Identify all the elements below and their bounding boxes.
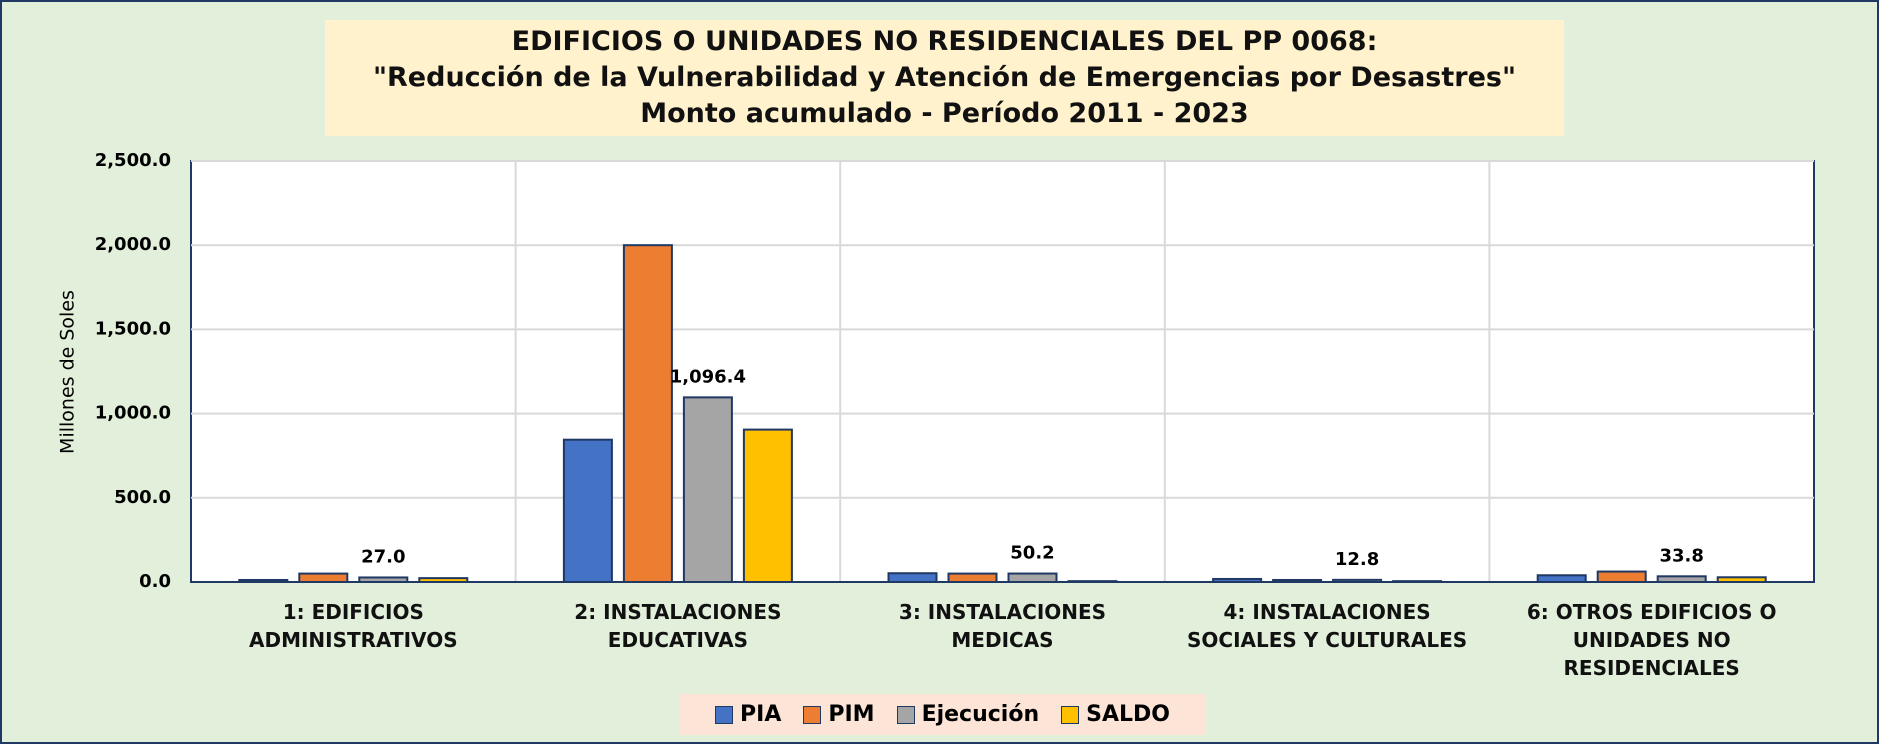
x-tick-label: 3: INSTALACIONES MEDICAS	[898, 600, 1107, 652]
data-label: 33.8	[1659, 545, 1703, 566]
y-tick-label: 1,000.0	[95, 403, 171, 424]
data-label: 12.8	[1335, 549, 1379, 570]
bar	[1596, 570, 1647, 584]
title-box: EDIFICIOS O UNIDADES NO RESIDENCIALES DE…	[325, 20, 1564, 136]
legend-label: Ejecución	[921, 702, 1040, 727]
y-tick-label: 2,000.0	[95, 234, 171, 255]
legend: PIA PIM Ejecución SALDO	[679, 694, 1206, 735]
bar	[742, 428, 793, 583]
x-tick-label: 6: OTROS EDIFICIOS O UNIDADES NO RESIDEN…	[1526, 600, 1777, 680]
data-label: 1,096.4	[670, 366, 746, 387]
y-tick-label: 1,500.0	[95, 318, 171, 339]
data-label: 50.2	[1010, 543, 1054, 564]
legend-item: Ejecución	[896, 702, 1040, 727]
bar	[682, 396, 733, 583]
y-axis-label: Millones de Soles	[57, 290, 79, 454]
bar	[887, 572, 938, 584]
legend-label: PIA	[740, 702, 782, 727]
legend-label: PIM	[828, 702, 875, 727]
legend-swatch	[1061, 705, 1080, 724]
bar	[1536, 574, 1587, 583]
bar	[298, 572, 349, 584]
legend-item: SALDO	[1061, 702, 1170, 727]
y-tick-label: 2,500.0	[95, 150, 171, 171]
legend-item: PIM	[803, 702, 875, 727]
bar	[622, 244, 673, 583]
bar	[947, 572, 998, 584]
bar	[562, 438, 613, 583]
title-line: EDIFICIOS O UNIDADES NO RESIDENCIALES DE…	[511, 26, 1378, 57]
y-tick-label: 500.0	[114, 487, 171, 508]
data-label: 27.0	[361, 546, 405, 567]
legend-label: SALDO	[1086, 702, 1170, 727]
title-line: Monto acumulado - Período 2011 - 2023	[640, 98, 1249, 129]
legend-item: PIA	[715, 702, 781, 727]
legend-swatch	[715, 705, 734, 724]
legend-swatch	[896, 705, 915, 724]
x-tick-label: 4: INSTALACIONES SOCIALES Y CULTURALES	[1187, 600, 1468, 652]
bar	[1007, 572, 1058, 584]
plot-area	[190, 160, 1815, 583]
title-line: "Reducción de la Vulnerabilidad y Atenci…	[372, 62, 1517, 93]
legend-swatch	[803, 705, 822, 724]
y-tick-label: 0.0	[139, 571, 171, 592]
x-tick-label: 2: INSTALACIONES EDUCATIVAS	[574, 600, 782, 652]
x-tick-label: 1: EDIFICIOS ADMINISTRATIVOS	[249, 600, 458, 652]
